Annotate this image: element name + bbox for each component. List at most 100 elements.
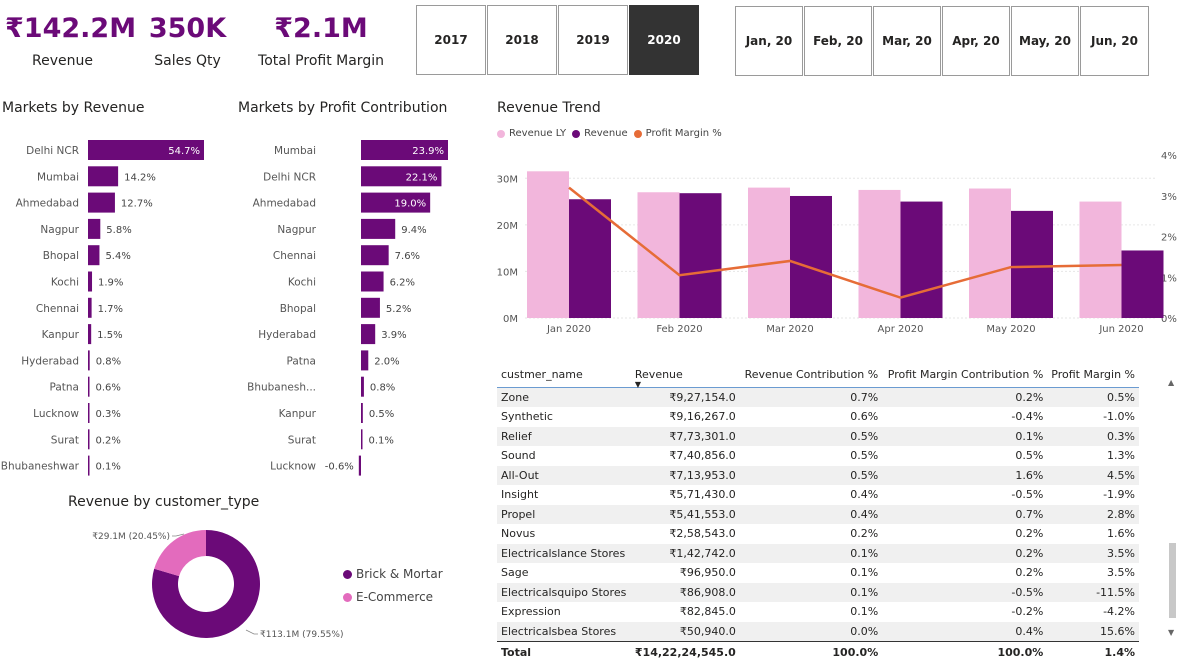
scrollbar-thumb[interactable] bbox=[1169, 543, 1176, 618]
col-header-profit-margin[interactable]: Profit Margin % bbox=[1047, 359, 1139, 387]
bar[interactable] bbox=[361, 245, 389, 265]
bar-revenue[interactable] bbox=[901, 202, 943, 318]
bar[interactable] bbox=[361, 298, 380, 318]
bar[interactable] bbox=[361, 219, 395, 239]
col-header-customer[interactable]: custmer_name bbox=[497, 359, 631, 387]
bar[interactable] bbox=[88, 219, 100, 239]
bar[interactable] bbox=[88, 193, 115, 213]
category-label: Bhubanesh... bbox=[247, 382, 316, 394]
bar[interactable] bbox=[88, 377, 90, 397]
category-label: Nagpur bbox=[277, 224, 316, 236]
col-header-revenue[interactable]: Revenue ▼ bbox=[631, 359, 740, 387]
table-cell: Sound bbox=[497, 446, 631, 466]
revenue-trend-title: Revenue Trend bbox=[497, 100, 601, 116]
bar[interactable] bbox=[88, 272, 92, 292]
total-label: Total bbox=[497, 642, 631, 662]
table-cell: 0.5% bbox=[1047, 387, 1139, 407]
bar[interactable] bbox=[361, 429, 363, 449]
bar-revenue-ly[interactable] bbox=[969, 189, 1011, 318]
category-label: Kanpur bbox=[279, 408, 317, 420]
bar[interactable] bbox=[88, 350, 90, 370]
category-label: Bhopal bbox=[280, 303, 316, 315]
bar[interactable] bbox=[361, 350, 368, 370]
bar-revenue-ly[interactable] bbox=[859, 190, 901, 318]
bar-revenue-ly[interactable] bbox=[748, 188, 790, 318]
month-apr-button[interactable]: Apr, 20 bbox=[942, 6, 1010, 76]
table-cell: 3.5% bbox=[1047, 563, 1139, 583]
bar[interactable] bbox=[88, 429, 90, 449]
col-header-revenue-contribution[interactable]: Revenue Contribution % bbox=[740, 359, 882, 387]
table-cell: 1.6% bbox=[882, 466, 1047, 486]
bar-revenue[interactable] bbox=[1122, 250, 1164, 318]
data-label: 5.2% bbox=[386, 304, 411, 315]
year-2018-button[interactable]: 2018 bbox=[487, 5, 557, 75]
col-header-profit-contribution[interactable]: Profit Margin Contribution % bbox=[882, 359, 1047, 387]
year-2017-button[interactable]: 2017 bbox=[416, 5, 486, 75]
category-label: Nagpur bbox=[40, 224, 79, 236]
table-scrollbar[interactable]: ▲ ▼ bbox=[1168, 378, 1177, 642]
revenue-kpi-label: Revenue bbox=[5, 53, 120, 69]
sort-desc-icon: ▼ bbox=[635, 380, 641, 389]
legend-item-ecommerce: E-Commerce bbox=[343, 589, 443, 605]
legend-label-revenue-ly: Revenue LY bbox=[509, 128, 566, 139]
legend-dot-ecommerce bbox=[343, 593, 352, 602]
data-label: 7.6% bbox=[395, 251, 420, 262]
bar[interactable] bbox=[359, 456, 361, 476]
data-label: 14.2% bbox=[124, 172, 156, 183]
legend-dot-revenue bbox=[572, 130, 580, 138]
table-cell: 0.2% bbox=[882, 524, 1047, 544]
data-label: 5.8% bbox=[106, 225, 131, 236]
profit-margin-kpi-value: ₹2.1M bbox=[255, 13, 387, 44]
table-cell: 1.6% bbox=[1047, 524, 1139, 544]
bar[interactable] bbox=[361, 403, 363, 423]
year-2019-button[interactable]: 2019 bbox=[558, 5, 628, 75]
bar[interactable] bbox=[88, 298, 92, 318]
data-label: 2.0% bbox=[374, 356, 399, 367]
x-tick-label: May 2020 bbox=[986, 324, 1035, 335]
data-label: 5.4% bbox=[105, 251, 130, 262]
bar[interactable] bbox=[88, 403, 90, 423]
table-cell: 0.2% bbox=[882, 387, 1047, 407]
table-cell: 0.2% bbox=[882, 563, 1047, 583]
bar[interactable] bbox=[361, 324, 375, 344]
x-tick-label: Feb 2020 bbox=[656, 324, 702, 335]
category-label: Patna bbox=[49, 382, 79, 394]
bar[interactable] bbox=[361, 377, 364, 397]
bar[interactable] bbox=[88, 245, 99, 265]
bar[interactable] bbox=[88, 324, 91, 344]
bar-revenue-ly[interactable] bbox=[527, 171, 569, 318]
bar-revenue[interactable] bbox=[1011, 211, 1053, 318]
month-mar-button[interactable]: Mar, 20 bbox=[873, 6, 941, 76]
table-cell: ₹5,41,553.0 bbox=[631, 505, 740, 525]
year-2020-button[interactable]: 2020 bbox=[629, 5, 699, 75]
category-label: Kochi bbox=[51, 277, 79, 289]
month-jun-button[interactable]: Jun, 20 bbox=[1080, 6, 1149, 76]
bar[interactable] bbox=[361, 272, 384, 292]
data-label: 0.1% bbox=[96, 462, 121, 473]
bar-revenue[interactable] bbox=[680, 193, 722, 318]
scroll-up-icon[interactable]: ▲ bbox=[1168, 378, 1174, 387]
scroll-down-icon[interactable]: ▼ bbox=[1168, 628, 1174, 637]
month-feb-button[interactable]: Feb, 20 bbox=[804, 6, 872, 76]
bar-revenue[interactable] bbox=[790, 196, 832, 318]
month-may-button[interactable]: May, 20 bbox=[1011, 6, 1079, 76]
bar[interactable] bbox=[88, 166, 118, 186]
bar-revenue-ly[interactable] bbox=[638, 192, 680, 318]
bar-revenue-ly[interactable] bbox=[1080, 202, 1122, 318]
bar[interactable] bbox=[88, 456, 90, 476]
data-label: 22.1% bbox=[406, 172, 438, 183]
month-jan-button[interactable]: Jan, 20 bbox=[735, 6, 803, 76]
